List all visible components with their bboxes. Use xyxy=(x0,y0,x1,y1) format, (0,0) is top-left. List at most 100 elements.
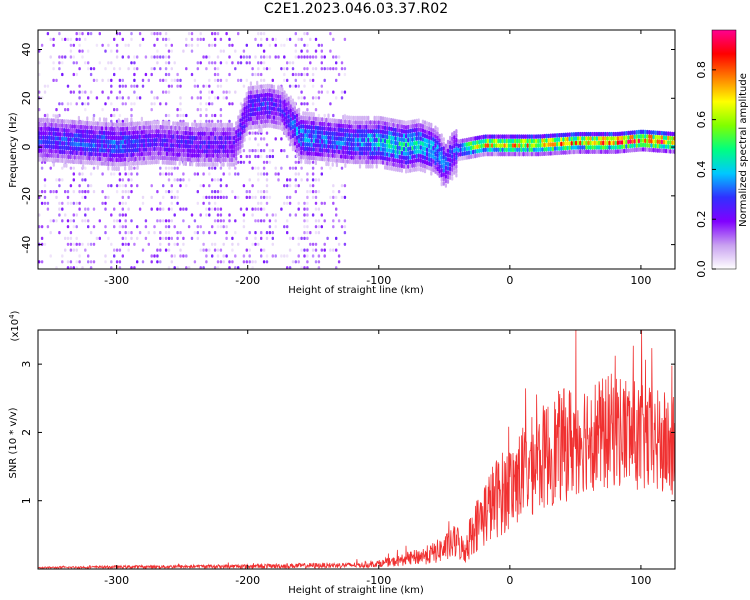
spectrogram-cell xyxy=(75,150,78,156)
spectrogram-cell xyxy=(140,134,143,139)
spectrogram-cell xyxy=(499,147,502,152)
spectrogram-cell xyxy=(65,119,68,124)
spectrogram-cell xyxy=(111,161,114,167)
spectrogram-cell xyxy=(369,146,372,152)
spectrogram-cell xyxy=(104,254,107,258)
spectrogram-cell xyxy=(117,166,120,171)
spectrogram-cell xyxy=(449,157,452,163)
spectrogram-cell xyxy=(551,151,554,156)
spectrogram-cell xyxy=(211,113,214,118)
spectrogram-cell xyxy=(103,156,106,162)
spectrogram-cell xyxy=(153,254,156,258)
spectrogram-cell xyxy=(272,111,276,116)
spectrogram-cell xyxy=(205,113,208,118)
spectrogram-cell xyxy=(323,130,326,136)
spectrogram-cell xyxy=(218,127,221,132)
spectrogram-cell xyxy=(84,213,87,217)
spectrogram-cell xyxy=(283,99,286,104)
spectrogram-cell xyxy=(78,242,81,246)
spectrogram-cell xyxy=(118,201,122,205)
spectrogram-cell xyxy=(222,195,225,199)
spectrogram-cell xyxy=(530,138,533,144)
spectrogram-cell xyxy=(151,160,154,165)
spectrogram-cell xyxy=(254,219,257,223)
spectrogram-cell xyxy=(394,149,397,154)
spectrogram-cell xyxy=(228,122,231,128)
spectrogram-cell xyxy=(142,156,146,161)
spectrogram-cell xyxy=(40,260,44,264)
spectrogram-cell xyxy=(178,130,181,135)
spectrogram-cell xyxy=(566,132,569,137)
spectrogram-cell xyxy=(304,150,307,156)
spectrogram-cell xyxy=(196,37,199,41)
spectrogram-cell xyxy=(302,146,305,151)
spectrogram-cell xyxy=(568,136,571,142)
spectrogram-cell xyxy=(61,154,64,159)
spectrogram-cell xyxy=(342,123,345,129)
spectrogram-cell xyxy=(121,153,125,158)
spectrogram-cell xyxy=(436,135,439,141)
spectrogram-cell xyxy=(153,96,156,100)
spectrogram-cell xyxy=(405,151,408,156)
spectrogram-cell xyxy=(104,207,107,211)
spectrogram-cell xyxy=(585,140,588,146)
spectrogram-cell xyxy=(350,155,353,160)
spectrogram-cell xyxy=(286,184,289,188)
spectrogram-cell xyxy=(67,123,70,129)
spectrogram-cell xyxy=(616,131,619,137)
spectrogram-cell xyxy=(59,127,62,133)
spectrogram-cell xyxy=(390,148,393,154)
spectrogram-cell xyxy=(105,135,108,140)
spectrogram-cell xyxy=(251,166,254,170)
spectrogram-cell xyxy=(95,78,99,82)
spectrogram-cell xyxy=(110,49,113,53)
spectrogram-cell xyxy=(136,156,139,162)
spectrogram-cell xyxy=(216,72,220,77)
spectrogram-cell xyxy=(329,166,332,170)
spectrogram-cell xyxy=(254,207,257,211)
spectrogram-cell xyxy=(222,254,225,258)
spectrogram-cell xyxy=(82,142,85,147)
spectrogram-cell xyxy=(497,147,500,152)
spectrogram-cell xyxy=(233,140,236,145)
spectrogram-cell xyxy=(434,134,437,139)
spectrogram-cell xyxy=(426,134,429,139)
spectrogram-cell xyxy=(331,149,334,154)
snr-panel: -300 -200 -100 0 100 123 Height of straight … xyxy=(8,310,676,596)
spectrogram-cell xyxy=(451,163,454,168)
spectrogram-cell xyxy=(438,164,441,170)
spectrogram-cell xyxy=(153,155,156,160)
spectrogram-cell xyxy=(314,96,318,100)
spectrogram-cell xyxy=(193,219,197,223)
spectrogram-cell xyxy=(331,144,334,150)
spectrogram-cell xyxy=(153,67,156,71)
spectrogram-cell xyxy=(257,154,260,159)
spectrogram-cell xyxy=(306,72,309,77)
spectrogram-cell xyxy=(354,151,357,156)
spectrogram-cell xyxy=(245,122,248,128)
spectrogram-cell xyxy=(361,151,364,156)
spectrogram-cell xyxy=(346,124,349,129)
spectrogram-cell xyxy=(421,132,424,138)
spectrogram-cell xyxy=(421,137,424,142)
spectrogram-cell xyxy=(280,166,283,170)
spectrogram-cell xyxy=(436,144,439,150)
spectrogram-cell xyxy=(225,61,228,65)
spectrogram-cell xyxy=(286,154,289,159)
spectrogram-cell xyxy=(660,144,663,149)
spectrogram-cell xyxy=(639,129,643,135)
spectrogram-cell xyxy=(208,195,211,199)
spectrogram-cell xyxy=(621,144,624,149)
spectrogram-cell xyxy=(58,231,61,235)
spectrogram-cell xyxy=(96,121,99,126)
spectrogram-cell xyxy=(63,123,66,129)
spectrogram-cell xyxy=(407,164,410,169)
spectrogram-cell xyxy=(562,137,565,142)
spectrogram-cell xyxy=(86,155,89,161)
snr-y-multiplier-exp: 4 xyxy=(8,314,16,319)
spectrogram-cell xyxy=(597,131,601,137)
spectrogram-cell xyxy=(164,43,168,47)
spectrogram-cell xyxy=(159,138,162,143)
spectrogram-cell xyxy=(440,168,443,173)
spectrogram-cell xyxy=(196,225,199,229)
